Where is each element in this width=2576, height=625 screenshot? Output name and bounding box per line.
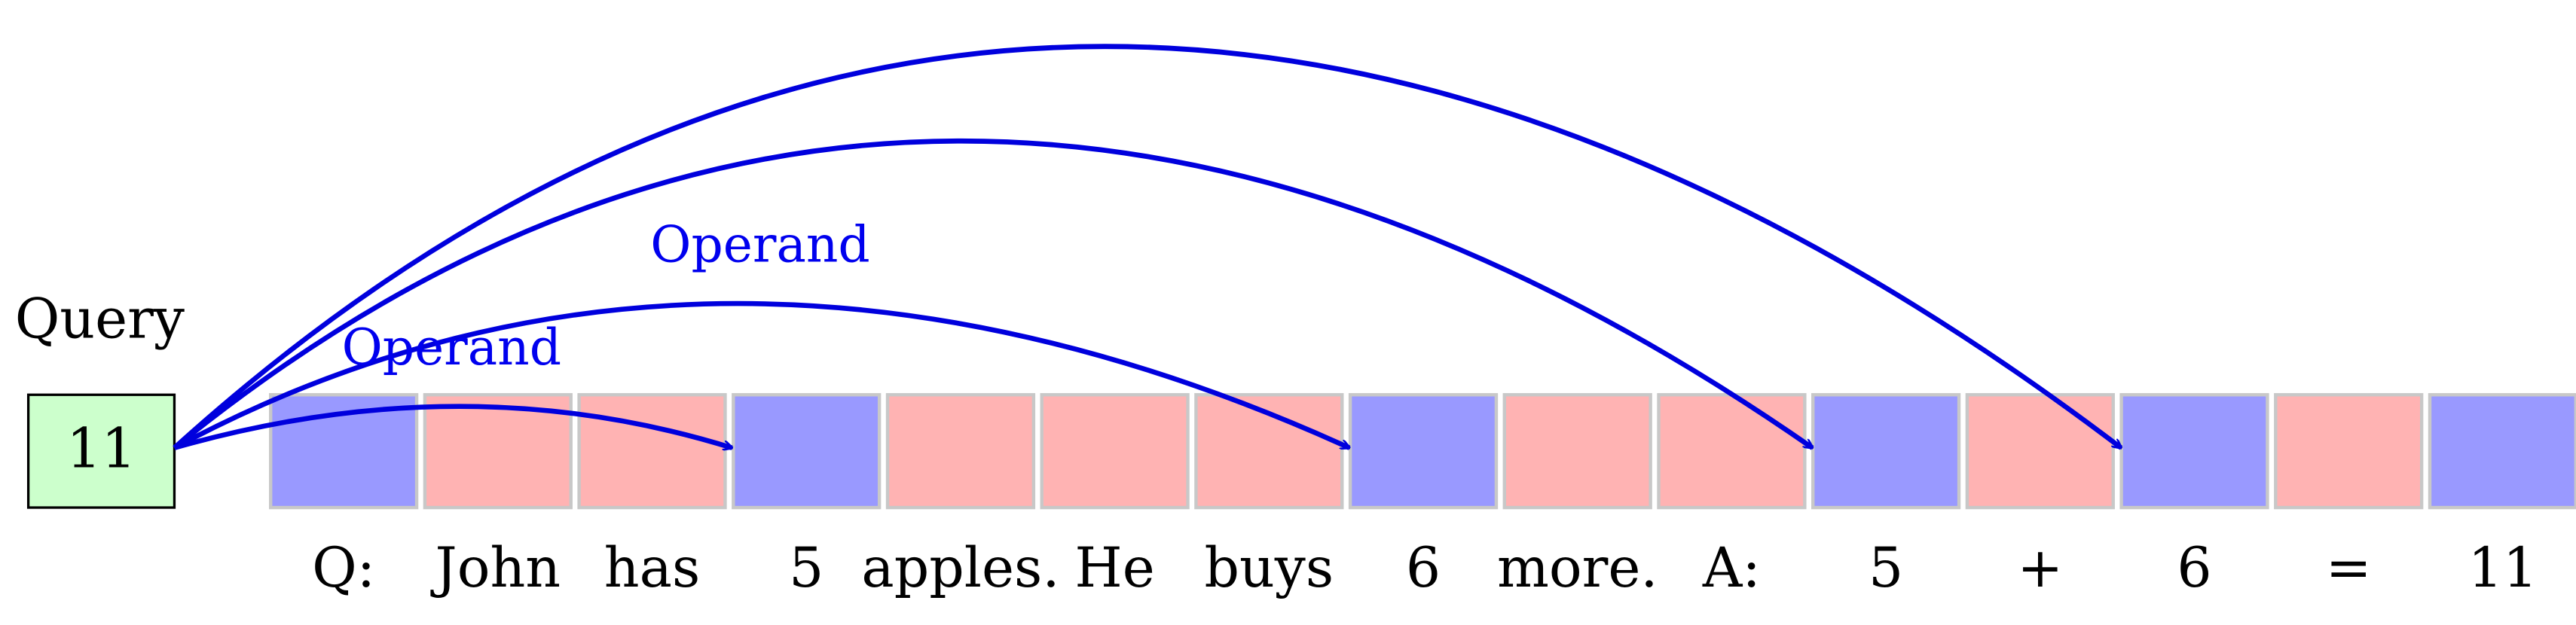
token-text: 5	[1869, 537, 1903, 600]
token-box	[1502, 393, 1652, 510]
query-label: Query	[15, 288, 185, 352]
arrow	[173, 139, 1812, 450]
token-box	[2274, 393, 2424, 510]
token-box	[885, 393, 1036, 510]
token-text: apples.	[861, 537, 1059, 600]
arrow-label: Operand	[342, 319, 561, 377]
token-box	[577, 393, 727, 510]
token-row: Q: John has 5 apples. He buys 6 more. A: 5 +6 = 11	[269, 393, 2576, 600]
token-text: has	[604, 537, 700, 600]
arrow	[173, 404, 732, 448]
token-box	[2428, 393, 2576, 510]
token-box	[1657, 393, 1807, 510]
arrow	[173, 44, 2121, 450]
token-text: 11	[2468, 537, 2538, 600]
token-text: He	[1074, 537, 1154, 600]
arrow-label: Operand	[650, 215, 869, 273]
token-text: =	[2326, 537, 2372, 600]
token-box	[423, 393, 573, 510]
token-box	[1811, 393, 1961, 510]
token-text: 6	[2177, 537, 2211, 600]
token-text: 5	[789, 537, 824, 600]
token-box	[1348, 393, 1499, 510]
token-box	[732, 393, 882, 510]
arrow	[173, 300, 1349, 450]
token-box	[1965, 393, 2115, 510]
query-box	[26, 393, 176, 509]
token-text: buys	[1204, 537, 1334, 600]
token-text: John	[430, 537, 561, 600]
token-box	[2119, 393, 2269, 510]
token-text: +	[2017, 537, 2063, 600]
query-value: 11	[66, 417, 136, 480]
token-box	[1040, 393, 1190, 510]
token-text: 6	[1406, 537, 1441, 600]
token-text: more.	[1497, 537, 1658, 600]
token-text: A:	[1702, 537, 1761, 600]
token-text: Q:	[312, 537, 375, 600]
